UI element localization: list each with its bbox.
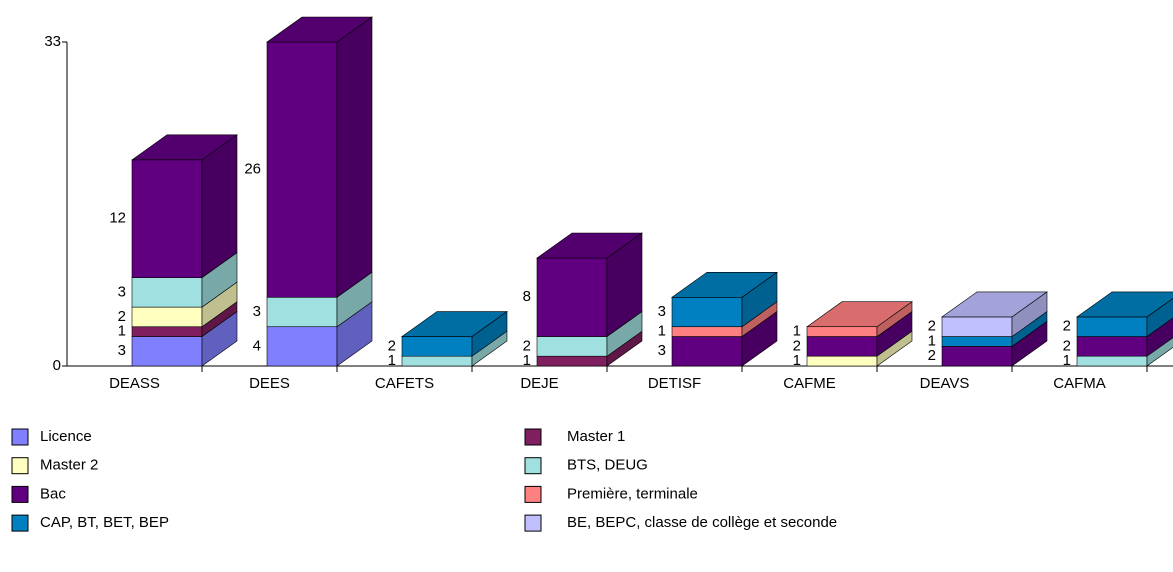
bar-top bbox=[1076, 291, 1173, 318]
legend-label: Première, terminale bbox=[567, 485, 698, 502]
bar-top bbox=[671, 271, 778, 298]
value-label: 2 bbox=[523, 337, 531, 354]
legend-swatch bbox=[11, 457, 29, 475]
x-tick-label: DEES bbox=[249, 375, 290, 392]
legend-swatch bbox=[11, 428, 29, 446]
legend-swatch bbox=[524, 514, 542, 532]
bar-segment bbox=[131, 306, 203, 328]
value-label: 1 bbox=[658, 323, 666, 340]
legend-swatch bbox=[524, 485, 542, 503]
value-label: 1 bbox=[388, 352, 396, 369]
bar-segment bbox=[401, 355, 473, 367]
value-label: 3 bbox=[658, 303, 666, 320]
value-label: 2 bbox=[1063, 318, 1071, 335]
bar-segment bbox=[671, 296, 743, 328]
bar-segment bbox=[131, 326, 203, 337]
x-tick-label: DEASS bbox=[109, 375, 160, 392]
value-label: 26 bbox=[244, 161, 261, 178]
x-tick-label: CAFMA bbox=[1053, 375, 1106, 392]
x-tick-label: CAFME bbox=[783, 375, 836, 392]
bar-segment bbox=[941, 336, 1013, 347]
value-label: 2 bbox=[1063, 337, 1071, 354]
legend-label: Master 1 bbox=[567, 428, 625, 445]
legend-label: Master 2 bbox=[40, 457, 98, 474]
value-label: 3 bbox=[118, 342, 126, 359]
value-label: 3 bbox=[253, 303, 261, 320]
bar-segment bbox=[536, 336, 608, 357]
legend-swatch bbox=[524, 457, 542, 475]
y-tick-label: 33 bbox=[44, 33, 61, 50]
legend-label: Bac bbox=[40, 485, 66, 502]
bar-segment bbox=[1076, 316, 1148, 337]
bar-segment bbox=[941, 316, 1013, 337]
value-label: 4 bbox=[253, 337, 261, 354]
bar-segment bbox=[671, 336, 743, 367]
bar-top bbox=[266, 16, 373, 43]
x-tick-label: DEJE bbox=[520, 375, 558, 392]
value-label: 1 bbox=[793, 323, 801, 340]
bar-top bbox=[806, 301, 913, 328]
bar-side bbox=[1146, 297, 1173, 338]
bar-segment bbox=[1076, 355, 1148, 367]
bar-segment bbox=[1076, 336, 1148, 357]
bar-side bbox=[1146, 337, 1173, 367]
bar-top bbox=[131, 134, 238, 161]
legend-swatch bbox=[11, 485, 29, 503]
value-label: 2 bbox=[118, 308, 126, 325]
legend-label: Licence bbox=[40, 428, 92, 445]
bar-top bbox=[941, 291, 1048, 318]
bar-segment bbox=[536, 257, 608, 337]
bar-segment bbox=[806, 355, 878, 367]
value-label: 2 bbox=[388, 337, 396, 354]
x-tick-label: DEAVS bbox=[920, 375, 970, 392]
value-label: 1 bbox=[928, 332, 936, 349]
value-label: 2 bbox=[928, 318, 936, 335]
value-label: 3 bbox=[118, 283, 126, 300]
bar-segment bbox=[671, 326, 743, 337]
bar-segment bbox=[266, 41, 338, 298]
bar-segment bbox=[401, 336, 473, 357]
bar-side bbox=[336, 16, 373, 298]
value-label: 2 bbox=[928, 347, 936, 364]
bar-top bbox=[536, 232, 643, 259]
value-label: 12 bbox=[109, 210, 126, 227]
value-label: 2 bbox=[793, 337, 801, 354]
bar-segment bbox=[806, 326, 878, 337]
value-label: 3 bbox=[658, 342, 666, 359]
bar-segment bbox=[806, 336, 878, 357]
value-label: 1 bbox=[523, 352, 531, 369]
legend-label: BE, BEPC, classe de collège et seconde bbox=[567, 514, 837, 531]
value-label: 8 bbox=[523, 288, 531, 305]
legend-swatch bbox=[524, 428, 542, 446]
bar-side bbox=[1146, 317, 1173, 357]
y-tick-label: 0 bbox=[53, 357, 61, 374]
x-tick-label: CAFETS bbox=[375, 375, 434, 392]
bar-segment bbox=[266, 326, 338, 367]
value-label: 1 bbox=[1063, 352, 1071, 369]
bar-segment bbox=[266, 296, 338, 328]
bar-segment bbox=[131, 277, 203, 308]
value-label: 1 bbox=[118, 323, 126, 340]
bar-segment bbox=[131, 336, 203, 367]
bar-top bbox=[401, 311, 508, 337]
value-label: 1 bbox=[793, 352, 801, 369]
legend-label: BTS, DEUG bbox=[567, 457, 648, 474]
bar-segment bbox=[941, 346, 1013, 367]
bar-segment bbox=[131, 159, 203, 278]
legend-swatch bbox=[11, 514, 29, 532]
bar-segment bbox=[536, 355, 608, 367]
x-tick-label: DETISF bbox=[648, 375, 701, 392]
legend-label: CAP, BT, BET, BEP bbox=[40, 514, 169, 531]
